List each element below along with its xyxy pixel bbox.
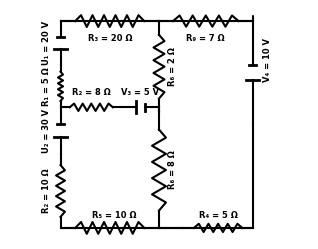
Text: R₂ = 8 Ω: R₂ = 8 Ω xyxy=(72,88,111,97)
Text: V₃ = 5 V: V₃ = 5 V xyxy=(121,88,160,97)
Text: R₆ = 8 Ω: R₆ = 8 Ω xyxy=(168,151,177,189)
Text: R₉ = 7 Ω: R₉ = 7 Ω xyxy=(186,34,225,43)
Text: R₂ = 10 Ω: R₂ = 10 Ω xyxy=(43,169,52,213)
Text: V₄ = 10 V: V₄ = 10 V xyxy=(263,39,272,82)
Text: R₃ = 20 Ω: R₃ = 20 Ω xyxy=(87,34,132,43)
Text: U₂ = 30 V: U₂ = 30 V xyxy=(43,109,52,153)
Text: U₁ = 20 V: U₁ = 20 V xyxy=(43,21,52,65)
Text: R₅ = 10 Ω: R₅ = 10 Ω xyxy=(93,211,137,220)
Text: R₁ = 5 Ω: R₁ = 5 Ω xyxy=(43,67,52,106)
Text: R₆ = 2 Ω: R₆ = 2 Ω xyxy=(168,47,177,86)
Text: R₄ = 5 Ω: R₄ = 5 Ω xyxy=(199,211,238,220)
